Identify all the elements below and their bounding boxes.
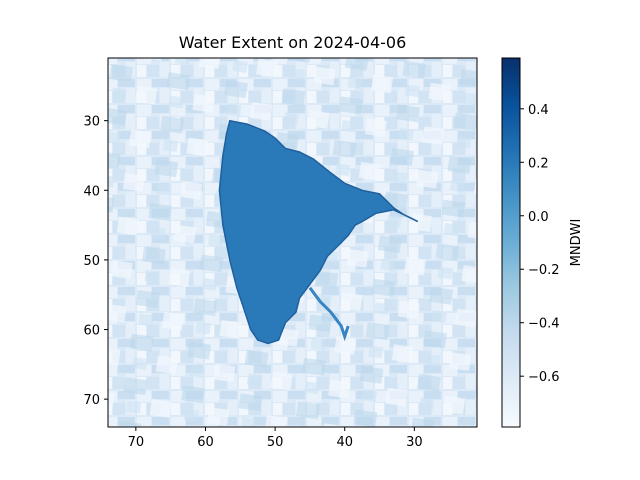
- colorbar-gradient: [501, 57, 521, 428]
- water-body: [218, 119, 419, 345]
- colorbar-tick-label: 0.4: [528, 103, 549, 118]
- colorbar-ticks: 0.4 0.2 0.0 −0.2 −0.4 −0.6: [520, 103, 560, 385]
- colorbar-tick-label: 0.2: [528, 156, 549, 171]
- colorbar-tick-label: −0.6: [528, 370, 560, 385]
- plot-area: [108, 58, 477, 427]
- y-tick-label: 40: [83, 184, 100, 199]
- y-tick-label: 50: [83, 254, 100, 269]
- colorbar-label: MNDWI: [569, 219, 584, 267]
- x-tick-label: 70: [128, 435, 145, 450]
- colorbar: 0.4 0.2 0.0 −0.2 −0.4 −0.6 MNDWI: [501, 57, 584, 428]
- x-tick-label: 60: [197, 435, 214, 450]
- y-tick-label: 30: [83, 115, 100, 130]
- y-tick-label: 70: [83, 393, 100, 408]
- x-tick-label: 30: [406, 435, 423, 450]
- river-channel: [308, 286, 350, 342]
- y-axis: 30 40 50 60 70: [83, 115, 108, 408]
- x-tick-label: 40: [336, 435, 353, 450]
- plot-frame: [107, 57, 478, 428]
- x-axis: 70 60 50 40 30: [128, 427, 423, 450]
- colorbar-tick-label: −0.4: [528, 317, 560, 332]
- colorbar-tick-label: −0.2: [528, 263, 560, 278]
- colorbar-tick-label: 0.0: [528, 210, 549, 225]
- chart-title: Water Extent on 2024-04-06: [179, 33, 407, 52]
- x-tick-label: 50: [267, 435, 284, 450]
- y-tick-label: 60: [83, 324, 100, 339]
